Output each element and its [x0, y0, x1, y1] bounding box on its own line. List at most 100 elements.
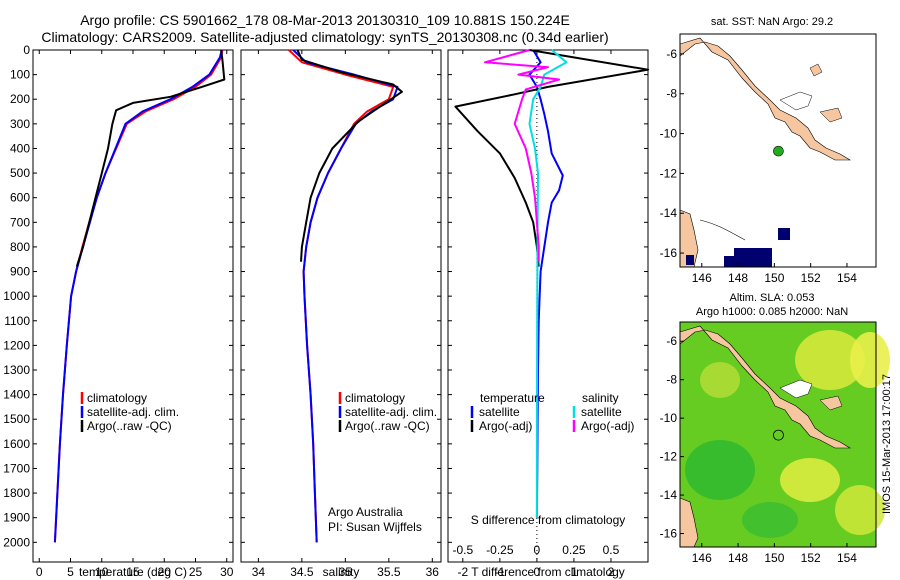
- series-satellite-adj-clim: [292, 49, 399, 543]
- salinity-panel-frame: [240, 49, 442, 563]
- x-tick-label: 35.5: [377, 565, 401, 579]
- lat-tick-label: -10: [660, 127, 678, 141]
- depth-tick-label: 700: [10, 215, 30, 229]
- x-tick-label: 10: [95, 565, 109, 579]
- imos-stamp: IMOS 15-Mar-2013 17:00:17: [880, 345, 894, 545]
- depth-tick-label: 1700: [3, 461, 30, 475]
- map-bottom-title-line2: Argo h1000: 0.085 h2000: NaN: [695, 306, 849, 318]
- annotation-pi: PI: Susan Wijffels: [328, 520, 422, 534]
- imos-stamp-text: IMOS 15-Mar-2013 17:00:17: [881, 373, 893, 515]
- argo-position-marker: [773, 429, 784, 441]
- sst-data-patch: [724, 256, 738, 267]
- sla-map: 146 148 150 152 154 -6 -8 -10 -12 -14 -16: [660, 321, 890, 565]
- x-tick-label: 1: [571, 565, 578, 579]
- figure-title-line2: Climatology: CARS2009. Satellite-adjuste…: [41, 29, 609, 45]
- legend-argo-label: Argo(..raw -QC): [345, 419, 430, 433]
- legend-argo-label: Argo(..raw -QC): [87, 419, 172, 433]
- lat-tick-label: -16: [660, 246, 678, 260]
- figure-title-line1: Argo profile: CS 5901662_178 08-Mar-2013…: [80, 12, 570, 28]
- s-diff-tick-label: 0.5: [603, 543, 620, 557]
- salinity-legend: climatology satellite-adj. clim. Argo(..…: [328, 391, 437, 534]
- map-bottom-title-line1: Altim. SLA: 0.053: [729, 292, 815, 304]
- depth-tick-label: 1600: [3, 437, 30, 451]
- depth-tick-label: 1100: [4, 314, 30, 328]
- sst-data-patch: [734, 248, 772, 267]
- sla-anomaly-high: [835, 485, 885, 535]
- map-top-title: sat. SST: NaN Argo: 29.2: [710, 16, 834, 28]
- sla-anomaly: [700, 362, 740, 398]
- x-tick-label: 15: [126, 565, 140, 579]
- lon-tick-label: 152: [801, 551, 821, 565]
- legend-s-satellite-label: satellite: [581, 405, 622, 419]
- depth-tick-label: 1900: [3, 511, 30, 525]
- legend-temperature-header: temperature: [480, 391, 545, 405]
- depth-tick-label: 1300: [3, 363, 30, 377]
- series-argo-raw-qc: [296, 49, 403, 262]
- depth-tick-label: 1200: [3, 338, 30, 352]
- x-tick-label: 20: [158, 565, 172, 579]
- island-land: [809, 63, 823, 77]
- sla-anomaly-low: [742, 502, 798, 538]
- lat-tick-label: -10: [660, 411, 678, 425]
- x-tick-label: 30: [220, 565, 234, 579]
- new-guinea-land: [679, 37, 852, 161]
- reef-contour: [699, 219, 746, 241]
- lon-tick-label: 148: [728, 551, 748, 565]
- t-diff-xlabel: T difference from climatology: [471, 565, 625, 579]
- island-outline: [779, 91, 813, 111]
- lon-tick-label: 150: [764, 551, 784, 565]
- depth-tick-label: 100: [10, 68, 30, 82]
- temperature-legend: climatology satellite-adj. clim. Argo(..…: [80, 391, 179, 433]
- lon-tick-label: 152: [801, 271, 821, 285]
- difference-panel-frame: [447, 49, 649, 563]
- depth-tick-label: 500: [10, 166, 30, 180]
- x-tick-label: 34.5: [290, 565, 314, 579]
- map-bottom-frame: [679, 321, 877, 548]
- x-tick-label: 2: [608, 565, 615, 579]
- depth-tick-label: 1800: [3, 486, 30, 500]
- lat-tick-label: -12: [660, 166, 678, 180]
- lat-tick-label: -8: [666, 87, 677, 101]
- sst-map: 146 148 150 152 154 -6 -8 -10 -12 -14 -16: [660, 33, 877, 285]
- x-tick-label: 35: [339, 565, 353, 579]
- new-guinea-land: [679, 325, 852, 449]
- legend-satellite-label: satellite-adj. clim.: [87, 405, 179, 419]
- legend-s-argo-label: Argo(-adj): [581, 419, 634, 433]
- lon-tick-label: 154: [837, 271, 857, 285]
- lat-tick-label: -8: [666, 373, 677, 387]
- series-climatology: [53, 49, 224, 543]
- x-tick-label: 36: [426, 565, 440, 579]
- legend-salinity-header: salinity: [582, 391, 619, 405]
- legend-t-argo-label: Argo(-adj): [479, 419, 532, 433]
- s-diff-tick-label: -0.25: [486, 543, 514, 557]
- depth-tick-label: 800: [10, 240, 30, 254]
- legend-climatology-label: climatology: [345, 391, 405, 405]
- lon-tick-label: 146: [692, 271, 712, 285]
- argo-position-marker: [773, 145, 784, 157]
- lat-tick-label: -16: [660, 527, 678, 541]
- sla-anomaly-high: [850, 332, 890, 388]
- lon-tick-label: 148: [728, 271, 748, 285]
- annotation-argo-australia: Argo Australia: [328, 505, 403, 519]
- x-tick-label: 5: [67, 565, 74, 579]
- sst-data-patch: [686, 255, 694, 265]
- sla-anomaly-low: [685, 440, 755, 500]
- temperature-panel-frame: [32, 49, 234, 563]
- lat-tick-label: -12: [660, 450, 678, 464]
- sla-anomaly-high: [780, 458, 840, 502]
- lon-tick-label: 150: [764, 271, 784, 285]
- map-top-frame: [679, 33, 877, 268]
- depth-tick-label: 600: [10, 191, 30, 205]
- lon-tick-label: 146: [692, 551, 712, 565]
- s-diff-xlabel: S difference from climatology: [471, 513, 626, 527]
- salinity-xlabel: salinity: [323, 565, 360, 579]
- depth-tick-label: 400: [10, 141, 30, 155]
- depth-tick-label: 1400: [3, 388, 30, 402]
- series-temperature-satellite: [528, 49, 564, 518]
- x-tick-label: 25: [189, 565, 203, 579]
- island-land: [819, 107, 843, 123]
- difference-legend: temperature satellite Argo(-adj) salinit…: [470, 391, 634, 433]
- depth-tick-label: 2000: [3, 535, 30, 549]
- x-tick-label: 0: [36, 565, 43, 579]
